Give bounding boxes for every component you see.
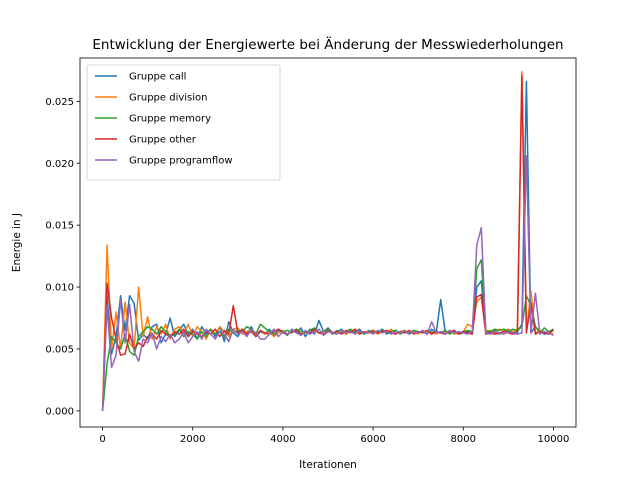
chart-title: Entwicklung der Energiewerte bei Änderun… xyxy=(92,35,563,53)
y-tick-label: 0.025 xyxy=(45,97,74,108)
x-tick-label: 0 xyxy=(99,434,105,445)
x-tick-label: 2000 xyxy=(180,434,205,445)
legend: Gruppe call Gruppe division Gruppe memory G… xyxy=(86,64,281,181)
legend-label: Gruppe call xyxy=(129,72,186,83)
y-axis: 0.000 0.005 0.010 0.015 0.020 0.025 xyxy=(45,97,80,417)
y-axis-label: Energie in J xyxy=(11,213,23,272)
y-tick-label: 0.015 xyxy=(45,221,74,232)
y-tick-label: 0.020 xyxy=(45,159,74,170)
plot-frame xyxy=(79,57,577,428)
x-tick-label: 6000 xyxy=(360,434,385,445)
x-tick-label: 10000 xyxy=(538,434,570,445)
legend-box xyxy=(86,64,281,181)
series-line-3 xyxy=(101,74,555,411)
x-tick-label: 8000 xyxy=(451,434,476,445)
legend-label: Gruppe division xyxy=(129,93,208,104)
legend-label: Gruppe memory xyxy=(129,114,211,125)
y-tick-label: 0.000 xyxy=(45,406,74,417)
series-line-2 xyxy=(101,259,554,411)
y-tick-label: 0.010 xyxy=(45,283,74,294)
series-layer xyxy=(101,70,555,411)
y-tick-label: 0.005 xyxy=(45,344,74,355)
x-axis-label: Iterationen xyxy=(299,459,357,471)
x-axis: 0 2000 4000 6000 8000 10000 xyxy=(99,427,569,445)
series-line-4 xyxy=(101,155,554,411)
legend-label: Gruppe programflow xyxy=(129,156,233,167)
x-tick-label: 4000 xyxy=(270,434,295,445)
legend-label: Gruppe other xyxy=(129,135,197,146)
